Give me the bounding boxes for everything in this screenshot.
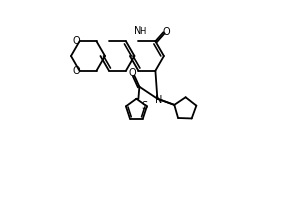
Text: S: S	[141, 101, 148, 111]
Text: H: H	[139, 27, 145, 36]
Text: N: N	[155, 95, 162, 105]
Text: N: N	[134, 26, 141, 36]
Text: O: O	[72, 66, 80, 76]
Text: O: O	[163, 27, 170, 37]
Text: O: O	[72, 36, 80, 46]
Text: O: O	[129, 68, 136, 78]
